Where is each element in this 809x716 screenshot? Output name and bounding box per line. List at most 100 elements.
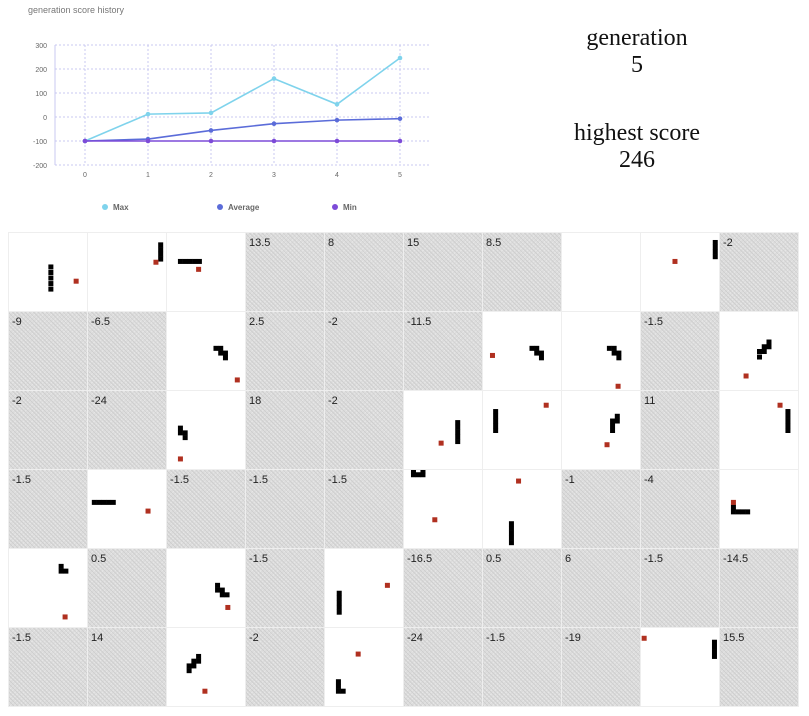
snake-segment: [91, 499, 97, 505]
food-pellet: [743, 373, 749, 379]
snake-segment: [711, 653, 717, 659]
snake-segment: [611, 350, 617, 356]
snake-segment: [158, 242, 164, 248]
snake-segment: [215, 587, 221, 593]
game-cell: [483, 312, 562, 391]
data-point-max: [271, 76, 277, 81]
snake-segment: [415, 472, 421, 478]
food-pellet: [641, 635, 647, 641]
game-board: [562, 233, 641, 312]
snake-segment: [785, 423, 791, 429]
snake-segment: [455, 424, 461, 430]
generation-stat: generation 5: [537, 25, 737, 79]
game-cell: -4: [641, 470, 720, 549]
snake-segment: [106, 499, 112, 505]
snake-segment: [48, 264, 54, 270]
game-cell: 14: [88, 628, 167, 707]
food-pellet: [730, 499, 736, 505]
snake-segment: [493, 428, 499, 433]
snake-segment: [508, 521, 514, 527]
cell-score: 6: [565, 553, 572, 565]
game-cell: [88, 233, 167, 312]
game-board: [606, 345, 622, 389]
snake-segment: [48, 286, 54, 292]
snake-segment: [191, 658, 197, 664]
snake-segment: [177, 430, 183, 436]
game-cell: 11: [641, 391, 720, 470]
game-cell: [720, 312, 799, 391]
game-cell: 8.5: [483, 233, 562, 312]
game-cell: [325, 549, 404, 628]
snake-segment: [508, 530, 514, 536]
snake-segment: [58, 568, 64, 574]
snake-segment: [224, 592, 230, 598]
chart-title: generation score history: [28, 5, 125, 15]
game-cell: -1.5: [641, 549, 720, 628]
cell-score: -1.5: [12, 474, 31, 486]
game-board: [215, 582, 231, 610]
cell-score: 13.5: [249, 237, 271, 249]
snake-segment: [712, 244, 718, 250]
food-pellet: [615, 383, 621, 389]
snake-segment: [493, 423, 499, 429]
snake-segment: [455, 429, 461, 435]
game-cell: -1.5: [9, 628, 88, 707]
game-cell: [404, 470, 483, 549]
game-cell: 15.5: [720, 628, 799, 707]
y-tick-label: 200: [35, 67, 47, 74]
cell-score: 14: [91, 632, 104, 644]
food-pellet: [384, 582, 390, 588]
snake-segment: [712, 239, 718, 245]
snake-segment: [196, 658, 202, 664]
cell-score: 11: [644, 395, 656, 407]
snake-segment: [186, 663, 192, 669]
snake-segment: [493, 409, 499, 415]
game-cell: -19: [562, 628, 641, 707]
cell-score: -1.5: [328, 474, 347, 486]
snake-segment: [340, 688, 346, 694]
cell-score: -1.5: [249, 553, 268, 565]
game-board: [177, 425, 188, 462]
snake-segment: [158, 247, 164, 253]
cell-score: -2: [328, 395, 338, 407]
data-point-min: [208, 138, 214, 144]
snake-segment: [177, 258, 183, 264]
snake-segment: [761, 349, 767, 354]
snake-segment: [186, 668, 192, 674]
game-board: [777, 402, 791, 433]
data-point-average: [334, 117, 340, 123]
game-cell: -2: [325, 312, 404, 391]
highest-score-value: 246: [619, 147, 655, 173]
snake-segment: [616, 355, 622, 361]
snake-segment: [508, 540, 514, 546]
data-point-max: [145, 111, 151, 117]
data-point-min: [271, 138, 277, 144]
snake-segment: [711, 649, 717, 655]
x-tick-label: 1: [146, 172, 150, 179]
game-board: [438, 420, 461, 446]
data-point-min: [82, 138, 88, 144]
snake-segment: [191, 663, 197, 669]
snake-segment: [606, 345, 612, 351]
snake-segment: [336, 600, 342, 606]
game-cell: -1.5: [246, 470, 325, 549]
cell-score: -19: [565, 632, 581, 644]
game-board: [410, 470, 438, 523]
highest-score-stat: highest score 246: [537, 120, 737, 174]
snake-segment: [96, 499, 102, 505]
series-line-average: [84, 117, 401, 142]
cell-score: 18: [249, 395, 262, 407]
snake-segment: [785, 428, 791, 433]
snake-segment: [757, 354, 762, 360]
cell-score: 8: [328, 237, 335, 249]
x-tick-label: 2: [209, 172, 213, 179]
snake-segment: [735, 509, 741, 515]
snake-segment: [614, 413, 620, 419]
data-point-min: [334, 138, 340, 144]
snake-segment: [712, 254, 718, 260]
snake-segment: [335, 688, 341, 694]
game-cell: [562, 233, 641, 312]
snake-segment: [785, 413, 791, 419]
snake-segment: [48, 275, 54, 281]
cell-score: -14.5: [723, 553, 749, 565]
